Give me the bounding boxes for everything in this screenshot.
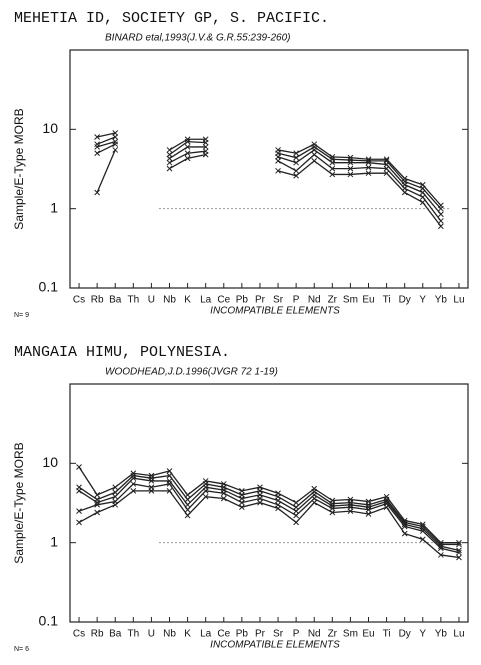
point-marker [275,167,281,174]
series-line [96,132,116,138]
x-tick-label: Ti [383,629,391,640]
point-marker [202,139,209,146]
x-tick-label: P [293,629,300,640]
series-line [169,153,206,170]
point-marker [166,159,173,166]
y-tick-label: 1 [50,533,58,549]
x-tick-label: Pr [255,295,266,306]
series-line [96,143,116,154]
x-tick-label: Zr [328,629,338,640]
sample-count: N= 6 [14,646,29,653]
x-tick-label: P [293,295,300,306]
point-marker [202,151,209,158]
x-tick-label: U [148,295,155,306]
x-tick-label: Zr [328,295,338,306]
point-marker [456,554,462,561]
series-line [96,149,116,193]
series-line [277,160,442,227]
x-tick-label: Ba [109,629,122,640]
series-line [96,136,116,145]
x-tick-label: K [184,295,191,306]
point-marker [275,153,281,160]
x-axis-label: INCOMPATIBLE ELEMENTS [210,640,340,651]
x-tick-label: Lu [453,295,464,306]
x-tick-label: Ce [217,629,230,640]
series-line [277,146,442,210]
x-tick-label: Ti [383,295,391,306]
plot-frame [69,383,469,623]
x-tick-label: Dy [399,295,411,306]
chart-subtitle: BINARD etal,1993(J.V.& G.R.55:239-260) [105,33,290,44]
point-marker [456,541,462,548]
x-tick-label: Sm [343,295,358,306]
chart-title: MANGAIA HIMU, POLYNESIA. [14,344,230,361]
x-tick-label: Th [127,295,139,306]
x-tick-label: Cs [73,295,85,306]
series-line [169,140,206,156]
y-tick-label: 0.1 [39,279,59,295]
x-tick-label: Pb [236,295,249,306]
x-tick-label: Nb [163,295,176,306]
x-tick-label: Eu [362,629,374,640]
x-tick-label: Y [419,295,426,306]
series-line [78,474,459,546]
series-line [96,140,116,148]
series-line [78,477,460,551]
series-line [277,153,442,222]
series-line [78,466,459,544]
x-tick-label: Y [419,629,426,640]
x-tick-label: Nd [308,629,321,640]
x-tick-label: K [184,629,191,640]
x-tick-label: Eu [362,295,374,306]
x-tick-label: Ce [217,295,230,306]
x-tick-label: Yb [435,629,448,640]
plot-frame [69,49,469,289]
x-tick-label: Sr [273,295,284,306]
point-marker [456,549,462,556]
series-line [277,149,442,215]
point-marker [94,134,100,140]
y-tick-label: 0.1 [39,613,59,629]
x-axis-label: INCOMPATIBLE ELEMENTS [210,306,340,317]
series-line [169,150,206,164]
x-tick-label: Dy [399,629,411,640]
point-marker [275,158,281,164]
chart-title: MEHETIA ID, SOCIETY GP, S. PACIFIC. [14,10,329,27]
x-tick-label: Rb [91,295,104,306]
series-line [169,138,206,151]
x-tick-label: La [200,629,212,640]
x-tick-label: Cs [73,629,85,640]
point-marker [112,147,119,153]
x-tick-label: Yb [435,295,448,306]
x-tick-label: Rb [91,629,104,640]
y-axis-label: Sample/E-Type MORB [12,442,26,563]
y-axis-label: Sample/E-Type MORB [12,108,26,229]
y-tick-label: 10 [42,120,58,136]
x-tick-label: Nb [163,629,176,640]
x-tick-label: Nd [308,295,321,306]
point-marker [76,508,82,514]
x-tick-label: Lu [453,629,464,640]
x-tick-label: U [148,629,155,640]
y-tick-label: 1 [50,199,58,215]
x-tick-label: Sm [343,629,358,640]
x-tick-label: Pr [255,629,266,640]
sample-count: N= 9 [14,312,29,319]
x-tick-label: La [200,295,212,306]
series-line [78,483,460,554]
y-tick-label: 10 [42,454,58,470]
chart-subtitle: WOODHEAD,J.D.1996(JVGR 72 1-19) [105,367,278,378]
x-tick-label: Th [127,629,139,640]
x-tick-label: Pb [236,629,249,640]
point-marker [202,144,209,150]
series-line [78,490,460,559]
series-line [277,143,442,206]
series-line [169,146,206,159]
x-tick-label: Sr [273,629,284,640]
x-tick-label: Ba [109,295,122,306]
